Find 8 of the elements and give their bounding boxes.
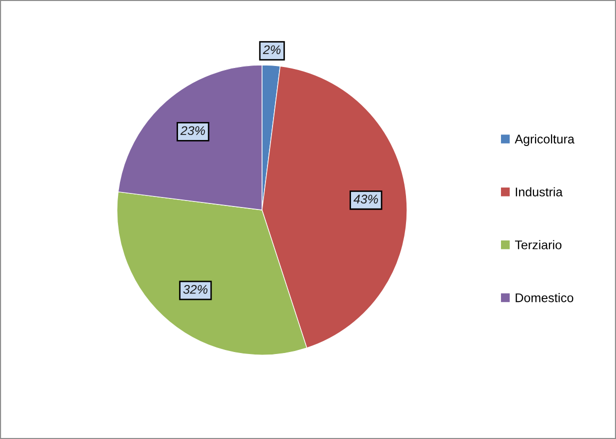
legend-label: Domestico bbox=[516, 293, 574, 302]
data-label: 43% bbox=[354, 194, 378, 204]
data-label: 23% bbox=[180, 126, 205, 136]
data-label: 32% bbox=[183, 284, 208, 294]
data-label: 2% bbox=[262, 45, 281, 54]
legend-label: Industria bbox=[516, 187, 563, 196]
legend-label: Terziario bbox=[515, 240, 562, 250]
legend-label: Agricoltura bbox=[514, 134, 574, 146]
